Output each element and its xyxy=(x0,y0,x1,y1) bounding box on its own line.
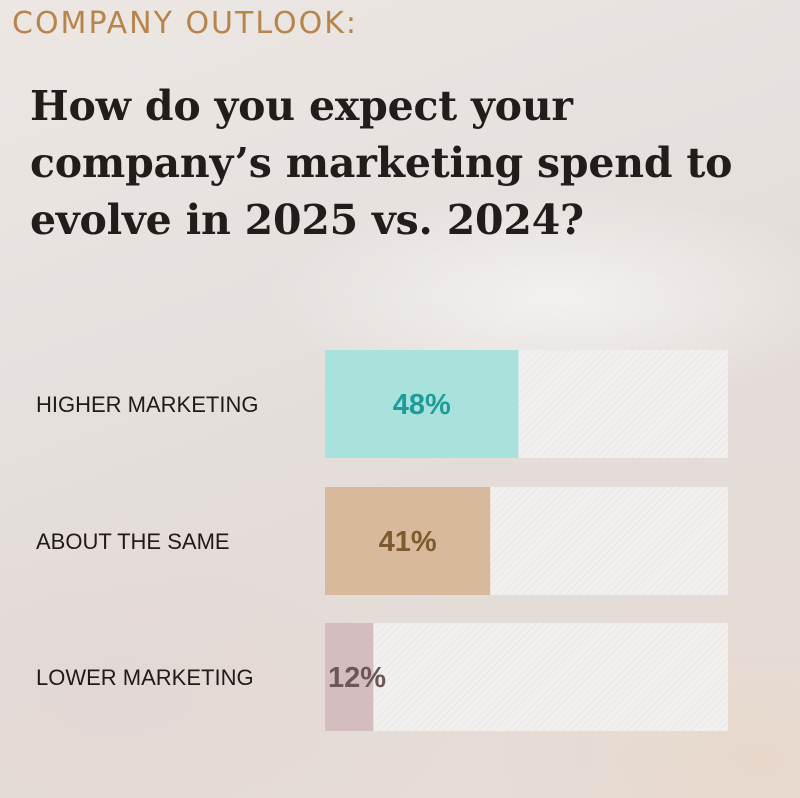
bar xyxy=(325,350,519,458)
category-label: HIGHER MARKETING xyxy=(36,392,258,417)
data-label: 12% xyxy=(328,662,386,694)
question-heading: How do you expect your company’s marketi… xyxy=(30,82,733,244)
data-label: 41% xyxy=(379,526,437,558)
section-kicker: COMPANY OUTLOOK: xyxy=(12,6,358,41)
bar-track xyxy=(325,623,728,731)
category-label: LOWER MARKETING xyxy=(36,665,254,690)
bar xyxy=(325,623,374,731)
category-label: ABOUT THE SAME xyxy=(36,529,230,554)
data-label: 48% xyxy=(393,389,451,421)
bar xyxy=(325,487,491,595)
